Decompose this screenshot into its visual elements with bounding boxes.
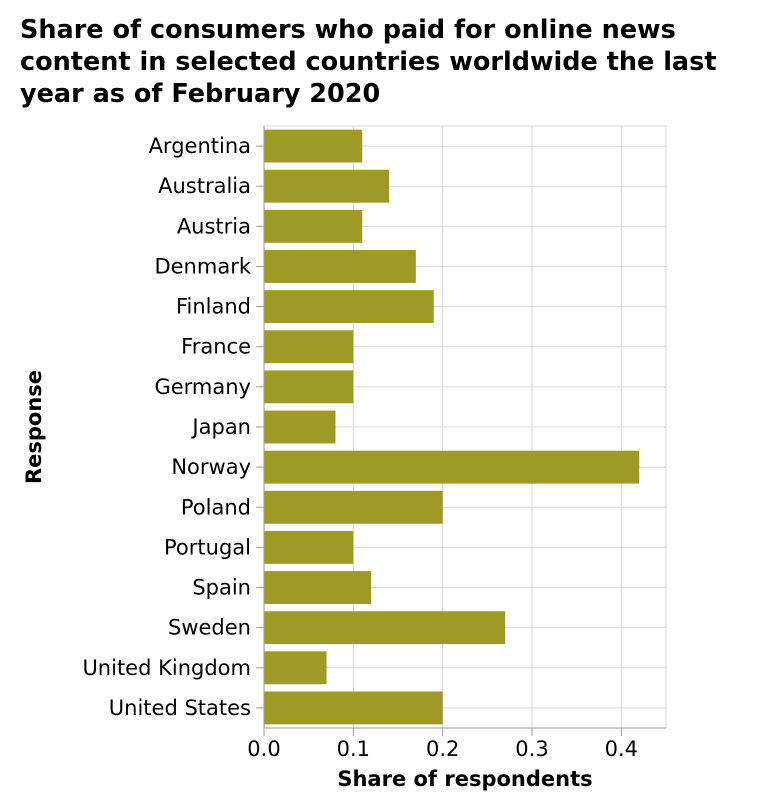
bar-portugal xyxy=(264,530,354,564)
bar-finland xyxy=(264,290,434,324)
y-tick-label: France xyxy=(181,335,251,359)
y-tick-label: Portugal xyxy=(164,535,251,559)
bar-norway xyxy=(264,450,640,484)
y-tick-label: United Kingdom xyxy=(82,656,251,680)
y-tick-label: Denmark xyxy=(154,254,251,278)
y-tick-label: Japan xyxy=(190,415,251,439)
y-tick-label: Spain xyxy=(192,576,251,600)
bar-sweden xyxy=(264,611,506,645)
bar-australia xyxy=(264,169,390,203)
y-tick-label: Sweden xyxy=(168,616,251,640)
bar-argentina xyxy=(264,129,363,163)
chart-title: Share of consumers who paid for online n… xyxy=(20,15,717,109)
y-tick-label: Norway xyxy=(171,455,251,479)
bar-spain xyxy=(264,571,372,604)
bar-germany xyxy=(264,370,354,404)
x-tick-label: 0.2 xyxy=(426,737,459,761)
bar-denmark xyxy=(264,250,416,283)
x-tick-label: 0.0 xyxy=(247,737,280,761)
y-axis-title: Response xyxy=(22,370,46,484)
bar-united-kingdom xyxy=(264,651,327,685)
y-tick-label: Finland xyxy=(176,295,251,319)
y-tick-label: Germany xyxy=(154,375,251,399)
x-tick-label: 0.4 xyxy=(605,737,638,761)
bar-poland xyxy=(264,490,443,524)
y-tick-label: Poland xyxy=(181,495,251,519)
y-tick-label: Austria xyxy=(177,214,251,238)
bar-japan xyxy=(264,410,336,444)
bar-france xyxy=(264,330,354,364)
bar-united-states xyxy=(264,691,443,725)
y-tick-label: United States xyxy=(109,696,251,720)
x-tick-label: 0.3 xyxy=(515,737,548,761)
x-axis-title: Share of respondents xyxy=(337,767,592,791)
bar-austria xyxy=(264,209,363,243)
x-tick-label: 0.1 xyxy=(337,737,370,761)
y-tick-label: Australia xyxy=(158,174,251,198)
y-tick-label: Argentina xyxy=(149,134,251,158)
